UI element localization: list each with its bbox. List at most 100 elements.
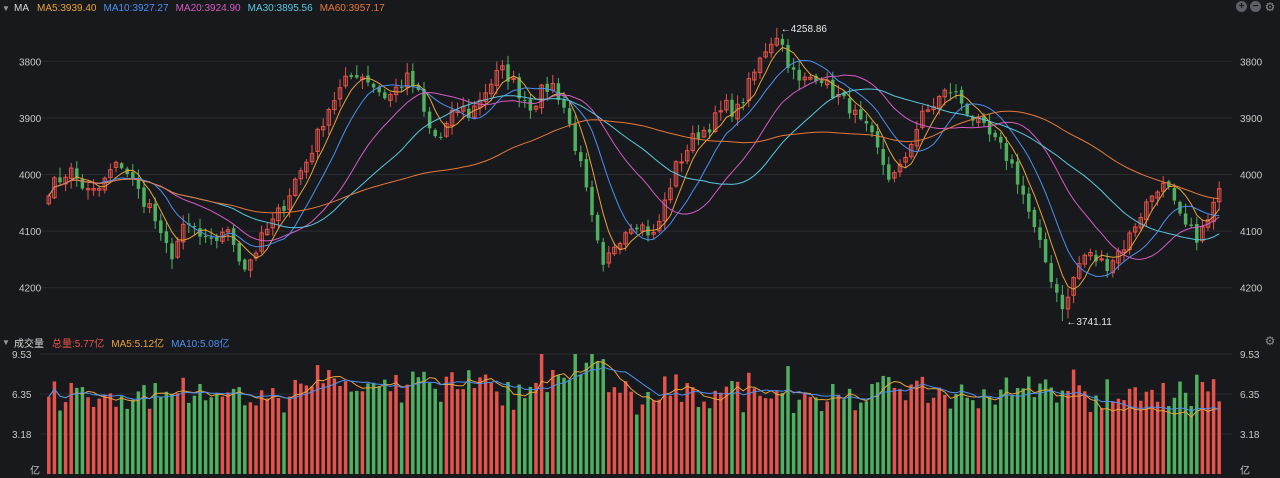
candle-body — [449, 109, 455, 127]
legend-ma30: MA30:3895.56 — [247, 2, 313, 14]
candle-body — [1172, 187, 1177, 201]
volume-bar — [887, 377, 891, 474]
y-tick-label-right: 4100 — [1240, 227, 1263, 238]
volume-bar — [472, 387, 477, 474]
y-tick-label-right: 3900 — [1240, 114, 1263, 125]
volume-bar — [808, 396, 813, 474]
volume-bar — [702, 401, 706, 474]
y-tick-label-left: 4100 — [19, 227, 42, 238]
candle-body — [673, 161, 679, 187]
volume-bar — [1167, 406, 1171, 474]
volume-bar — [103, 395, 107, 474]
candle-body — [1189, 224, 1193, 226]
volume-bar — [847, 388, 852, 474]
volume-bar — [965, 397, 969, 474]
volume-bar — [931, 397, 936, 474]
volume-bar — [836, 394, 841, 474]
settings-gear-icon[interactable]: ⚙ — [1264, 0, 1276, 14]
candle-body — [533, 105, 539, 110]
volume-bar — [562, 377, 566, 474]
candle-body — [444, 122, 449, 137]
candle-body — [628, 228, 634, 234]
candle-body — [539, 84, 544, 109]
candle-body — [259, 232, 264, 252]
candle-body — [936, 96, 942, 109]
volume-bar — [915, 380, 919, 474]
main-panel-title: MA — [14, 2, 29, 14]
volume-bar — [954, 394, 958, 474]
candle-body — [1183, 213, 1188, 225]
candle-body — [192, 226, 197, 228]
candle-body — [371, 83, 376, 88]
candle-body — [1149, 195, 1155, 202]
candle-body — [276, 207, 281, 222]
volume-bar — [730, 380, 734, 474]
volume-bar — [226, 392, 230, 474]
volume-bar — [170, 393, 174, 474]
ma30-line — [48, 88, 1220, 241]
candle-body — [701, 129, 707, 138]
candle-body — [52, 177, 57, 199]
volume-bar — [388, 391, 393, 474]
y-tick-label-right: 3800 — [1240, 57, 1263, 68]
candle-body — [1065, 296, 1071, 310]
volume-bar — [567, 379, 572, 474]
candle-body — [993, 132, 997, 138]
candle-body — [243, 259, 247, 270]
add-indicator-icon[interactable]: + — [1236, 1, 1247, 12]
settings-gear-icon[interactable]: ⚙ — [1264, 334, 1276, 348]
legend-total-volume: 总量:5.77亿 — [52, 338, 105, 350]
candle-body — [1032, 209, 1037, 228]
volume-bar — [517, 384, 521, 474]
collapse-chevron-icon[interactable]: ▼ — [2, 3, 10, 13]
volume-bar — [528, 386, 533, 474]
vol-ma10-line — [48, 366, 1220, 412]
volume-bar — [489, 382, 493, 474]
volume-bar — [735, 381, 740, 474]
candle-body — [1076, 263, 1082, 279]
y-tick-label-left: 4000 — [19, 171, 42, 182]
volume-bar — [231, 388, 236, 474]
volume-bar — [276, 398, 281, 474]
candle-body — [971, 116, 975, 121]
candle-body — [718, 110, 724, 113]
volume-bar — [159, 397, 163, 474]
volume-bar — [601, 359, 605, 474]
volume-bar — [881, 375, 885, 474]
volume-bar — [590, 354, 594, 474]
volume-bar — [948, 408, 953, 474]
collapse-chevron-icon[interactable]: ▼ — [2, 337, 10, 347]
volume-bar — [797, 399, 801, 474]
candle-body — [864, 121, 869, 124]
volume-bar — [315, 365, 320, 474]
candle-body — [768, 43, 774, 54]
volume-bar — [1189, 406, 1193, 474]
candle-body — [304, 161, 309, 173]
legend-vol-ma5: MA5:5.12亿 — [111, 338, 165, 350]
candle-body — [959, 89, 964, 104]
volume-bar — [416, 377, 421, 474]
candle-body — [377, 87, 381, 93]
volume-bar — [803, 392, 807, 474]
candle-body — [786, 44, 790, 68]
volume-bar — [1099, 408, 1104, 474]
volume-bar — [612, 387, 617, 474]
vol-tick-label-left: 6.35 — [12, 390, 32, 401]
candle-body — [170, 243, 174, 260]
candle-body — [774, 37, 780, 46]
volume-bar — [976, 408, 981, 474]
candle-body — [198, 228, 202, 237]
candle-body — [1110, 260, 1116, 274]
candle-body — [292, 178, 298, 196]
candle-body — [579, 152, 583, 162]
volume-bar — [1027, 376, 1031, 474]
candle-body — [752, 71, 757, 81]
volume-bar — [1155, 401, 1160, 474]
volume-bar — [108, 393, 113, 474]
candle-body — [58, 177, 62, 183]
candle-body — [1099, 258, 1104, 261]
remove-indicator-icon[interactable]: − — [1250, 1, 1261, 12]
volume-bar — [450, 372, 454, 474]
volume-bar — [114, 406, 118, 474]
